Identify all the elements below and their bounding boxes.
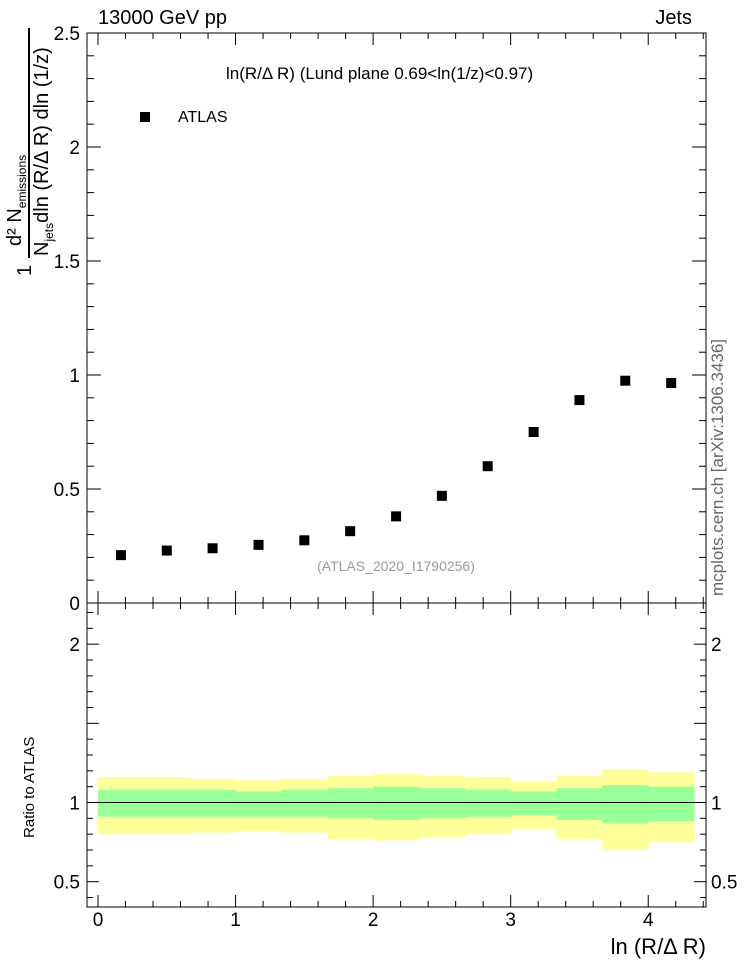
ratio-y-axis-label: Ratio to ATLAS [21,736,38,838]
legend-marker [140,112,150,122]
y-tick-label: 0 [69,594,80,615]
data-point [574,395,585,406]
ratio-band-stat-bin [510,791,557,816]
ratio-y-tick-label-right: 2 [711,635,722,656]
ratio-y-tick-label: 2 [69,635,80,656]
data-point [207,543,218,554]
y-tick-label: 2 [69,138,80,159]
y-tick-label: 2.5 [54,24,80,45]
analysis-id-annotation: (ATLAS_2020_I1790256) [317,558,475,574]
ratio-band-stat-bin [143,789,191,817]
data-point [528,427,539,437]
data-point [436,490,447,501]
ratio-y-tick-label-right: 0.5 [711,873,737,894]
y-axis-label-denominator: Njetsdln (R/Δ R) dln (1/z) [31,47,56,256]
data-point [666,377,677,388]
y-axis-label-prefactor: 1 [14,264,36,276]
data-point [253,539,264,550]
plot-title: ln(R/Δ R) (Lund plane 0.69<ln(1/z)<0.97) [226,64,534,83]
y-tick-label: 0.5 [54,480,80,501]
ratio-plot-frame [86,602,707,908]
x-tick-label: 0 [93,910,104,931]
data-point [482,461,493,472]
ratio-y-tick-label: 0.5 [54,873,80,894]
ratio-band-stat-bin [98,789,145,817]
x-tick-label: 2 [368,910,379,931]
data-point [115,550,126,561]
ratio-band-stat-bin [189,789,237,817]
legend-label: ATLAS [178,109,228,126]
ratio-band-stat-bin [464,789,512,817]
x-axis-label: ln (R/Δ R) [610,934,706,959]
x-tick-label: 4 [643,910,654,931]
y-axis-label-numerator: d² Nemissions [4,154,29,246]
ratio-band-stat-bin [602,785,649,824]
collision-energy-label: 13000 GeV pp [98,7,227,29]
ratio-band-stat-bin [648,786,695,822]
ratio-band-stat-bin [235,791,282,817]
ratio-y-tick-label: 1 [69,794,80,815]
data-point [299,535,310,546]
ratio-band-stat-bin [373,786,420,820]
y-axis-label: 1 d² Nemissions Njetsdln (R/Δ R) dln (1/… [4,28,56,276]
observable-category-label: Jets [655,7,692,29]
x-tick-label: 3 [505,910,516,931]
x-tick-label: 1 [230,910,241,931]
ratio-band-stat-bin [281,789,328,817]
watermark-label: mcplots.cern.ch [arXiv:1306.3436] [708,338,727,596]
ratio-band-stat-bin [327,788,374,819]
data-point [391,511,402,522]
ratio-band-stat-bin [556,788,603,820]
data-point [161,545,172,556]
ratio-band-stat-bin [418,788,466,819]
ratio-y-tick-label-right: 1 [711,794,722,815]
data-point [345,526,356,537]
y-tick-label: 1.5 [54,252,80,273]
data-point [620,375,631,386]
y-tick-label: 1 [69,366,80,387]
